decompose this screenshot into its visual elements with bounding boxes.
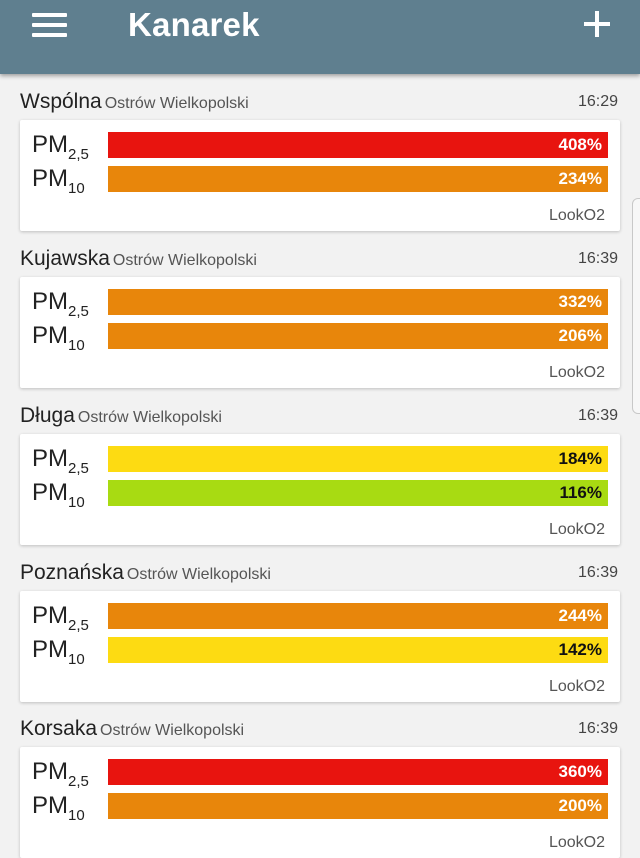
pm10-row: PM10 116% [20,478,620,511]
pm25-bar: 360% [108,759,608,785]
pm10-label: PM10 [32,479,85,511]
pm25-row: PM2,5 244% [20,601,620,634]
pm25-label: PM2,5 [32,758,89,790]
data-source: LookO2 [548,678,605,695]
pm10-row: PM10 200% [20,791,620,824]
pm25-label: PM2,5 [32,288,89,320]
station-street: Długa [20,404,75,427]
station-time: 16:39 [577,564,618,581]
pm10-value: 206% [558,326,602,345]
app-title: Kanarek [128,6,260,43]
measurement-card[interactable]: PM2,5 408% PM10 234% LookO2 [20,120,620,231]
pm25-row: PM2,5 360% [20,757,620,790]
pm10-value: 116% [559,483,602,502]
pm10-row: PM10 206% [20,321,620,354]
pm25-value: 408% [558,135,602,154]
pm25-row: PM2,5 408% [20,130,620,163]
pm25-label: PM2,5 [32,602,89,634]
menu-icon[interactable] [32,13,67,39]
pm25-value: 244% [558,606,602,625]
pm25-row: PM2,5 332% [20,287,620,320]
station-city: Ostrów Wielkopolski [126,566,271,583]
station-city: Ostrów Wielkopolski [104,95,249,112]
data-source: LookO2 [548,834,605,851]
pm25-value: 360% [558,762,602,781]
pm25-label: PM2,5 [32,445,89,477]
station-item[interactable]: Kujawska Ostrów Wielkopolski 16:39 PM2,5 … [20,247,620,388]
station-item[interactable]: Korsaka Ostrów Wielkopolski 16:39 PM2,5 3… [20,717,620,858]
station-time: 16:39 [577,407,618,424]
pm10-row: PM10 234% [20,164,620,197]
station-time: 16:29 [577,93,618,110]
pm10-value: 200% [558,796,602,815]
station-header: Wspólna Ostrów Wielkopolski 16:29 [20,90,620,116]
pm10-bar: 234% [108,166,608,192]
data-source: LookO2 [548,521,605,538]
pm25-bar: 184% [108,446,608,472]
station-city: Ostrów Wielkopolski [77,409,222,426]
measurement-card[interactable]: PM2,5 332% PM10 206% LookO2 [20,277,620,388]
measurement-card[interactable]: PM2,5 244% PM10 142% LookO2 [20,591,620,702]
pm10-label: PM10 [32,636,85,668]
pm25-bar: 244% [108,603,608,629]
pm10-value: 234% [558,169,602,188]
pm25-bar: 332% [108,289,608,315]
station-street: Korsaka [20,717,98,740]
station-item[interactable]: Poznańska Ostrów Wielkopolski 16:39 PM2,5… [20,561,620,702]
pm25-value: 332% [558,292,602,311]
pm10-row: PM10 142% [20,635,620,668]
station-time: 16:39 [577,720,618,737]
station-item[interactable]: Długa Ostrów Wielkopolski 16:39 PM2,5 184… [20,404,620,545]
station-item[interactable]: Wspólna Ostrów Wielkopolski 16:29 PM2,5 4… [20,90,620,231]
pm10-bar: 206% [108,323,608,349]
pm10-label: PM10 [32,792,85,824]
pm10-bar: 200% [108,793,608,819]
station-header: Poznańska Ostrów Wielkopolski 16:39 [20,561,620,587]
pm25-bar: 408% [108,132,608,158]
measurement-card[interactable]: PM2,5 360% PM10 200% LookO2 [20,747,620,858]
station-header: Długa Ostrów Wielkopolski 16:39 [20,404,620,430]
station-time: 16:39 [577,250,618,267]
pm25-label: PM2,5 [32,131,89,163]
pm10-bar: 116% [108,480,608,506]
station-street: Wspólna [20,90,102,113]
app-bar: Kanarek [0,0,640,74]
station-city: Ostrów Wielkopolski [112,252,257,269]
pm10-bar: 142% [108,637,608,663]
data-source: LookO2 [548,207,605,224]
pm10-label: PM10 [32,322,85,354]
add-icon[interactable] [584,11,610,37]
station-header: Korsaka Ostrów Wielkopolski 16:39 [20,717,620,743]
measurement-card[interactable]: PM2,5 184% PM10 116% LookO2 [20,434,620,545]
pm10-value: 142% [558,640,602,659]
pm25-row: PM2,5 184% [20,444,620,477]
pm25-value: 184% [558,449,602,468]
pm10-label: PM10 [32,165,85,197]
data-source: LookO2 [548,364,605,381]
edge-panel-handle[interactable] [632,198,640,414]
station-street: Kujawska [20,247,110,270]
station-street: Poznańska [20,561,124,584]
station-city: Ostrów Wielkopolski [100,722,245,739]
station-header: Kujawska Ostrów Wielkopolski 16:39 [20,247,620,273]
